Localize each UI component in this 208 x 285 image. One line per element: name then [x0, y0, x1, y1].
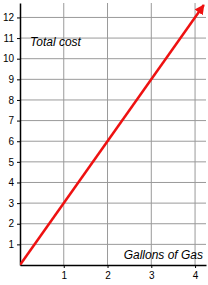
y-axis: 123456789101112 — [3, 4, 21, 266]
tick-label: 6 — [8, 136, 14, 147]
tick: 6 — [8, 136, 20, 147]
tick: 1 — [8, 239, 20, 250]
tick-mark — [17, 182, 20, 183]
tick: 7 — [8, 115, 20, 126]
grid-line-y — [20, 58, 206, 59]
tick-label: 2 — [8, 218, 14, 229]
tick-mark — [64, 265, 65, 268]
tick-mark — [17, 203, 20, 204]
tick-label: 1 — [8, 239, 14, 250]
tick-label: 4 — [8, 177, 14, 188]
tick: 1 — [61, 265, 67, 281]
tick-label: 11 — [4, 33, 15, 44]
grid-line-y — [20, 182, 206, 183]
tick-mark — [17, 141, 20, 142]
tick-mark — [17, 244, 20, 245]
tick-label: 10 — [3, 53, 15, 64]
grid — [20, 3, 206, 265]
x-axis-label: Gallons of Gas — [124, 248, 203, 262]
marks — [20, 5, 204, 265]
axis-line — [20, 4, 22, 266]
grid-line-y — [20, 244, 206, 245]
grid-line-y — [20, 79, 206, 80]
grid-line-y — [20, 203, 206, 204]
grid-line-y — [20, 17, 206, 18]
tick-mark — [17, 59, 20, 60]
tick-mark — [17, 38, 20, 39]
tick-mark — [17, 162, 20, 163]
tick: 3 — [149, 265, 155, 281]
tick: 9 — [8, 74, 20, 85]
x-axis: 1 2 3 4 — [21, 265, 207, 281]
grid-line-x — [107, 3, 108, 265]
grid-line-y — [20, 161, 206, 162]
tick: 4 — [193, 265, 199, 281]
y-axis-label: Total cost — [30, 35, 82, 49]
tick-label: 4 — [193, 270, 199, 281]
tick-label: 5 — [8, 157, 14, 168]
tick: 12 — [3, 12, 20, 23]
tick-mark — [17, 224, 20, 225]
tick-mark — [108, 265, 109, 268]
axis-line — [21, 265, 207, 267]
tick: 5 — [8, 157, 20, 168]
tick-label: 7 — [8, 115, 14, 126]
tick-mark — [17, 17, 20, 18]
chart: 1234123456789101112Total costGallons of … — [0, 0, 208, 285]
tick-label: 9 — [8, 74, 14, 85]
tick-mark — [151, 265, 152, 268]
tick-mark — [17, 79, 20, 80]
grid-line-y — [20, 120, 206, 121]
tick-label: 3 — [149, 270, 155, 281]
tick: 11 — [4, 33, 20, 44]
tick: 2 — [105, 265, 111, 281]
tick-mark — [17, 100, 20, 101]
tick-label: 12 — [3, 12, 15, 23]
grid-line-x — [195, 3, 196, 265]
tick-label: 3 — [8, 198, 14, 209]
tick: 3 — [8, 198, 20, 209]
tick: 10 — [3, 53, 20, 64]
grid-line-y — [20, 99, 206, 100]
tick-mark — [195, 265, 196, 268]
cost-line — [20, 5, 204, 265]
plot: 1234123456789101112Total costGallons of … — [3, 3, 207, 281]
grid-line-x — [151, 3, 152, 265]
tick-label: 2 — [105, 270, 111, 281]
tick-label: 1 — [61, 270, 67, 281]
grid-line-y — [20, 141, 206, 142]
tick: 2 — [8, 218, 20, 229]
tick-mark — [17, 121, 20, 122]
tick: 8 — [8, 95, 20, 106]
tick: 4 — [8, 177, 20, 188]
tick-label: 8 — [8, 95, 14, 106]
